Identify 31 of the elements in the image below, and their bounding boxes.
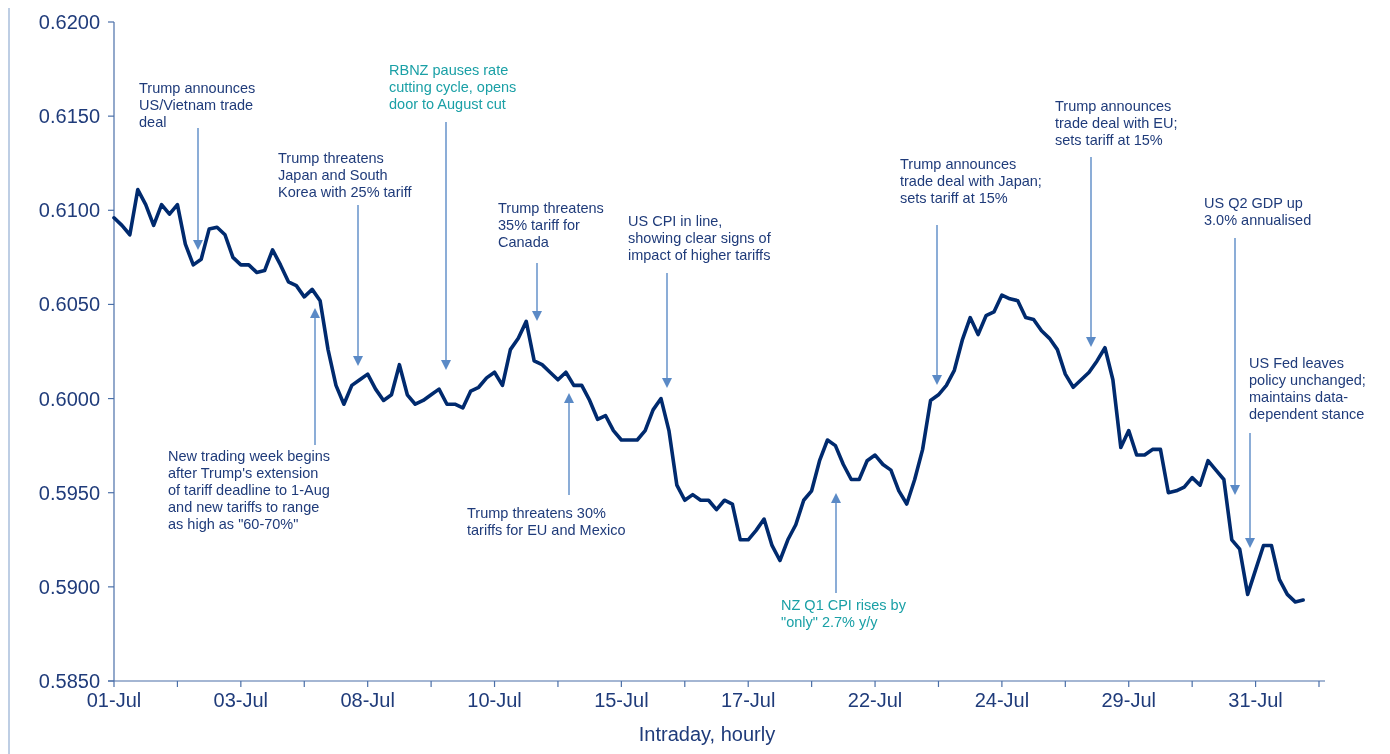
x-tick-label: 17-Jul <box>720 689 776 711</box>
annotation: Trump threatens 35% tariff for Canada <box>498 200 604 250</box>
x-tick-label: 15-Jul <box>594 689 649 711</box>
y-tick-label: 0.6050 <box>38 293 100 316</box>
y-tick-label: 0.5850 <box>38 670 100 692</box>
y-tick-label: 0.6150 <box>38 105 100 128</box>
y-tick-label: 0.6000 <box>38 387 100 410</box>
annotation: US Fed leaves policy unchanged; maintains data- dependent stance <box>1249 355 1366 422</box>
annotation: New trading week begins after Trump's extension of tariff deadline to 1-Aug and new tariffs to range as high as "60-70%" <box>168 448 331 532</box>
annotation: Trump threatens Japan and South Korea with 25% tariff <box>278 150 413 200</box>
annotation: US Q2 GDP up 3.0% annualised <box>1204 195 1312 229</box>
x-tick-label: 01-Jul <box>86 689 142 711</box>
annotation: US CPI in line, showing clear signs of impact of higher tariffs <box>628 213 772 263</box>
y-tick-label: 0.5950 <box>38 481 100 504</box>
annotation: NZ Q1 CPI rises by "only" 2.7% y/y <box>781 597 907 631</box>
x-tick-label: 24-Jul <box>974 689 1030 711</box>
x-tick-label: 08-Jul <box>340 689 395 711</box>
annotation: RBNZ pauses rate cutting cycle, opens door to August cut <box>389 62 517 112</box>
annotation: Trump announces trade deal with Japan; sets tariff at 15% <box>900 156 1042 206</box>
x-tick-label: 29-Jul <box>1101 689 1156 711</box>
y-tick-label: 0.6200 <box>38 11 100 33</box>
y-tick-label: 0.6100 <box>38 199 100 222</box>
x-tick-label: 22-Jul <box>847 689 903 711</box>
x-tick-label: 31-Jul <box>1228 689 1283 711</box>
x-tick-label: 10-Jul <box>467 689 522 711</box>
y-tick-label: 0.5900 <box>38 575 100 598</box>
annotation: Trump threatens 30% tariffs for EU and Mexico <box>467 505 626 539</box>
x-tick-label: 03-Jul <box>213 689 269 711</box>
annotation: Trump announces trade deal with EU; sets tariff at 15% <box>1055 98 1178 148</box>
annotation: Trump announces US/Vietnam trade deal <box>139 80 256 130</box>
x-axis-title: Intraday, hourly <box>638 723 776 745</box>
